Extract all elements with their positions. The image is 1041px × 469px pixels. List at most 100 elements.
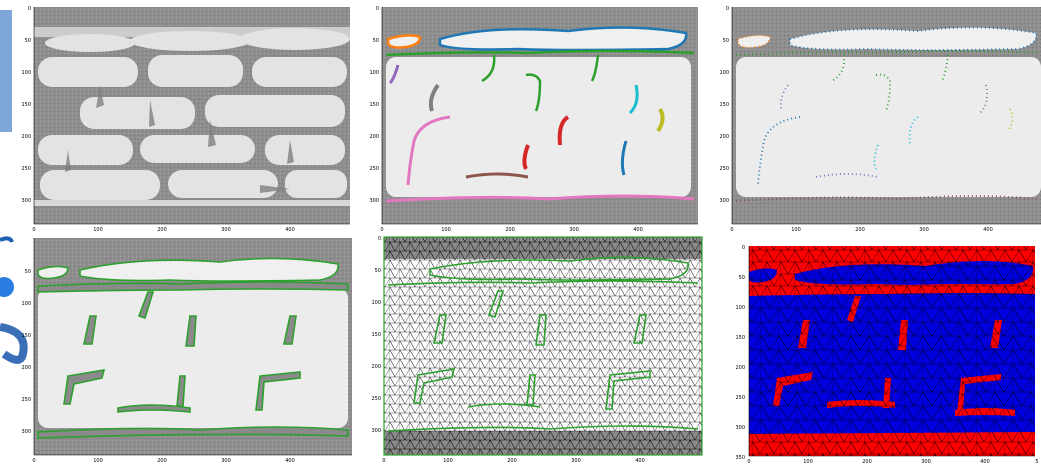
y-axis-ticks: 0 50 100 150 200 250 300 (21, 6, 31, 204)
x-tick: 400 (980, 459, 990, 465)
y-tick: 0 (726, 6, 729, 12)
panel-contours-svg: 0 100 200 300 400 0 50 100 150 200 250 3… (369, 6, 698, 233)
x-axis-ticks: 0 100 200 300 400 (32, 458, 294, 464)
pink-contour (406, 115, 451, 186)
x-tick: 200 (157, 227, 167, 233)
x-axis-ticks: 0 100 200 300 400 (382, 458, 644, 464)
x-tick: 100 (441, 227, 451, 233)
y-tick: 250 (735, 395, 745, 401)
y-tick: 100 (735, 305, 745, 311)
y-tick: 250 (21, 166, 31, 172)
x-tick: 200 (507, 458, 517, 464)
y-tick: 50 (25, 38, 31, 44)
y-tick: 150 (369, 102, 379, 108)
panel-segmented-contours: 0 100 200 300 400 0 50 100 150 200 250 3… (368, 5, 703, 233)
y-axis-ticks: 0 50 100 150 200 250 300 350 (735, 245, 745, 461)
x-tick: 100 (443, 458, 453, 464)
x-tick: 400 (285, 458, 295, 464)
x-tick: 0 (380, 227, 383, 233)
x-tick: 300 (919, 227, 929, 233)
x-tick: 100 (791, 227, 801, 233)
x-tick: 0 (747, 459, 750, 465)
x-tick: 400 (633, 227, 643, 233)
y-tick: 100 (21, 301, 31, 307)
y-tick: 0 (28, 6, 31, 12)
y-tick: 250 (371, 396, 381, 402)
y-tick: 300 (21, 429, 31, 435)
x-tick: 200 (862, 459, 872, 465)
y-tick: 200 (21, 134, 31, 140)
matrix-pockets (749, 284, 1035, 416)
olive-contour (656, 107, 665, 133)
y-tick: 150 (719, 102, 729, 108)
cyan-contour (628, 84, 639, 115)
y-tick: 50 (373, 38, 379, 44)
gray-contour (428, 83, 440, 112)
y-tick: 100 (369, 70, 379, 76)
x-tick: 300 (569, 227, 579, 233)
panel-raw-svg: 0 100 200 300 400 0 50 100 150 200 250 3… (21, 6, 350, 233)
y-tick: 50 (739, 275, 745, 281)
x-tick: 200 (505, 227, 515, 233)
brown-contour (465, 172, 529, 179)
y-tick: 150 (21, 333, 31, 339)
x-tick: 400 (285, 227, 295, 233)
purple-contour (388, 64, 400, 85)
y-tick: 150 (735, 335, 745, 341)
y-tick: 50 (25, 269, 31, 275)
x-tick: 100 (93, 227, 103, 233)
x-axis-ticks: 0 100 200 300 400 (730, 227, 992, 233)
x-tick: 300 (221, 227, 231, 233)
panel-material-svg: 0 100 200 300 400 5 0 50 100 150 200 250… (735, 245, 1038, 465)
y-tick: 150 (21, 102, 31, 108)
x-tick: 0 (32, 458, 35, 464)
y-axis-ticks: 0 50 100 150 200 250 300 (371, 236, 381, 434)
y-tick: 300 (369, 198, 379, 204)
x-tick: 0 (730, 227, 733, 233)
y-tick: 200 (735, 365, 745, 371)
x-tick: 5 (1035, 459, 1038, 465)
y-tick: 50 (375, 268, 381, 274)
y-tick: 200 (719, 134, 729, 140)
x-axis-ticks: 0 100 200 300 400 (380, 227, 642, 233)
x-axis-ticks: 0 100 200 300 400 5 (747, 459, 1038, 465)
y-tick: 350 (735, 455, 745, 461)
x-tick: 400 (635, 458, 645, 464)
y-tick: 200 (369, 134, 379, 140)
y-tick: 100 (719, 70, 729, 76)
blue-sampled-contour (789, 26, 1038, 51)
y-tick: 300 (371, 428, 381, 434)
blue-fiber-contour (438, 26, 688, 52)
y-tick: 300 (735, 425, 745, 431)
x-tick: 200 (855, 227, 865, 233)
red-contour (557, 115, 570, 146)
y-tick: 300 (719, 198, 729, 204)
green-contour (385, 49, 695, 57)
y-tick: 150 (371, 332, 381, 338)
x-tick: 100 (803, 459, 813, 465)
panel-triangulated-mesh: 0 100 200 300 400 0 50 100 150 200 250 3… (370, 233, 705, 467)
panel-points-svg: 0 100 200 300 400 0 50 100 150 200 250 3… (719, 6, 1041, 233)
y-tick: 50 (723, 38, 729, 44)
y-tick: 200 (371, 364, 381, 370)
panel-contour-point-sampling: 0 100 200 300 400 0 50 100 150 200 250 3… (718, 5, 1041, 233)
panel-raw-ct-slice: 0 100 200 300 400 0 50 100 150 200 250 3… (20, 5, 355, 233)
x-tick: 300 (571, 458, 581, 464)
panel-mesh-svg: 0 100 200 300 400 0 50 100 150 200 250 3… (371, 236, 703, 464)
y-tick: 100 (21, 70, 31, 76)
left-edge-blue-panel (0, 10, 12, 132)
x-tick: 0 (382, 458, 385, 464)
x-axis-ticks: 0 100 200 300 400 (32, 227, 294, 233)
y-tick: 250 (719, 166, 729, 172)
mesh-green-contours (387, 256, 699, 432)
x-tick: 0 (32, 227, 35, 233)
panel-green-svg: 0 100 200 300 400 50 100 150 200 250 300 (21, 238, 352, 464)
x-tick: 300 (921, 459, 931, 465)
left-edge-logo-fragment (0, 236, 28, 364)
orange-contour (386, 34, 422, 49)
y-tick: 100 (371, 300, 381, 306)
x-tick: 100 (93, 458, 103, 464)
panel-merged-green-contours: 0 100 200 300 400 50 100 150 200 250 300 (20, 236, 355, 466)
y-tick: 0 (742, 245, 745, 251)
y-axis-ticks: 0 50 100 150 200 250 300 (719, 6, 729, 204)
